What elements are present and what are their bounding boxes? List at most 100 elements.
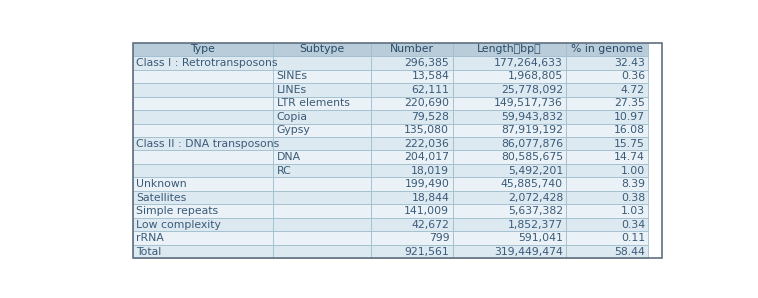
Text: 204,017: 204,017 bbox=[404, 152, 449, 162]
Bar bbox=[133, 191, 273, 204]
Bar bbox=[273, 137, 371, 150]
Bar bbox=[133, 43, 273, 56]
Text: 8.39: 8.39 bbox=[621, 179, 645, 189]
Text: 1,968,805: 1,968,805 bbox=[508, 71, 563, 81]
Bar bbox=[453, 177, 566, 191]
Bar bbox=[371, 191, 453, 204]
Text: Class I : Retrotransposons: Class I : Retrotransposons bbox=[136, 58, 278, 68]
Bar bbox=[566, 70, 648, 83]
Bar bbox=[453, 83, 566, 97]
Bar bbox=[566, 97, 648, 110]
Text: 296,385: 296,385 bbox=[405, 58, 449, 68]
Text: 319,449,474: 319,449,474 bbox=[494, 247, 563, 257]
Bar bbox=[566, 150, 648, 164]
Text: Low complexity: Low complexity bbox=[136, 220, 221, 230]
Text: 10.97: 10.97 bbox=[614, 112, 645, 122]
Text: 177,264,633: 177,264,633 bbox=[494, 58, 563, 68]
Bar bbox=[371, 177, 453, 191]
Bar bbox=[371, 97, 453, 110]
Bar bbox=[133, 150, 273, 164]
Bar bbox=[371, 70, 453, 83]
Text: 27.35: 27.35 bbox=[614, 98, 645, 108]
Text: DNA: DNA bbox=[277, 152, 301, 162]
Bar bbox=[273, 150, 371, 164]
Bar bbox=[566, 177, 648, 191]
Bar bbox=[453, 164, 566, 177]
Bar bbox=[133, 218, 273, 231]
Bar bbox=[371, 83, 453, 97]
Bar bbox=[133, 83, 273, 97]
Bar bbox=[453, 150, 566, 164]
Text: Unknown: Unknown bbox=[136, 179, 187, 189]
Bar bbox=[453, 124, 566, 137]
Bar bbox=[453, 43, 566, 56]
Bar bbox=[371, 164, 453, 177]
Text: Number: Number bbox=[390, 44, 434, 54]
Text: rRNA: rRNA bbox=[136, 233, 164, 243]
Bar bbox=[371, 43, 453, 56]
Text: Class II : DNA transposons: Class II : DNA transposons bbox=[136, 139, 280, 149]
Text: Gypsy: Gypsy bbox=[277, 125, 310, 135]
Text: 25,778,092: 25,778,092 bbox=[501, 85, 563, 95]
Text: 0.34: 0.34 bbox=[621, 220, 645, 230]
Text: 45,885,740: 45,885,740 bbox=[501, 179, 563, 189]
Text: 79,528: 79,528 bbox=[412, 112, 449, 122]
Bar bbox=[273, 124, 371, 137]
Bar bbox=[371, 137, 453, 150]
Bar bbox=[133, 43, 662, 258]
Text: 149,517,736: 149,517,736 bbox=[494, 98, 563, 108]
Bar bbox=[453, 70, 566, 83]
Bar bbox=[453, 204, 566, 218]
Text: 0.36: 0.36 bbox=[621, 71, 645, 81]
Bar bbox=[566, 231, 648, 245]
Text: % in genome: % in genome bbox=[572, 44, 644, 54]
Text: Satellites: Satellites bbox=[136, 193, 186, 203]
Bar bbox=[133, 110, 273, 124]
Bar bbox=[566, 83, 648, 97]
Bar bbox=[453, 231, 566, 245]
Text: Copia: Copia bbox=[277, 112, 308, 122]
Text: Type: Type bbox=[190, 44, 215, 54]
Text: 141,009: 141,009 bbox=[404, 206, 449, 216]
Text: 86,077,876: 86,077,876 bbox=[501, 139, 563, 149]
Bar bbox=[273, 97, 371, 110]
Bar bbox=[453, 245, 566, 258]
Text: 18,019: 18,019 bbox=[412, 166, 449, 176]
Bar bbox=[273, 83, 371, 97]
Text: 1.03: 1.03 bbox=[621, 206, 645, 216]
Bar bbox=[133, 56, 273, 70]
Bar bbox=[566, 191, 648, 204]
Bar bbox=[566, 204, 648, 218]
Bar bbox=[371, 218, 453, 231]
Text: 799: 799 bbox=[429, 233, 449, 243]
Bar bbox=[133, 137, 273, 150]
Text: SINEs: SINEs bbox=[277, 71, 308, 81]
Text: 1.00: 1.00 bbox=[621, 166, 645, 176]
Text: 58.44: 58.44 bbox=[614, 247, 645, 257]
Text: 13,584: 13,584 bbox=[412, 71, 449, 81]
Bar bbox=[273, 177, 371, 191]
Text: 5,637,382: 5,637,382 bbox=[508, 206, 563, 216]
Text: 199,490: 199,490 bbox=[405, 179, 449, 189]
Bar bbox=[453, 110, 566, 124]
Text: 0.11: 0.11 bbox=[621, 233, 645, 243]
Bar bbox=[133, 70, 273, 83]
Text: 15.75: 15.75 bbox=[614, 139, 645, 149]
Bar bbox=[273, 204, 371, 218]
Bar bbox=[566, 164, 648, 177]
Bar bbox=[453, 137, 566, 150]
Bar bbox=[566, 218, 648, 231]
Text: 18,844: 18,844 bbox=[412, 193, 449, 203]
Text: 2,072,428: 2,072,428 bbox=[508, 193, 563, 203]
Bar bbox=[133, 204, 273, 218]
Text: Subtype: Subtype bbox=[299, 44, 345, 54]
Bar bbox=[371, 231, 453, 245]
Bar bbox=[566, 110, 648, 124]
Text: 80,585,675: 80,585,675 bbox=[501, 152, 563, 162]
Bar bbox=[133, 97, 273, 110]
Bar bbox=[273, 56, 371, 70]
Text: 32.43: 32.43 bbox=[614, 58, 645, 68]
Bar bbox=[453, 191, 566, 204]
Bar bbox=[273, 43, 371, 56]
Text: 135,080: 135,080 bbox=[404, 125, 449, 135]
